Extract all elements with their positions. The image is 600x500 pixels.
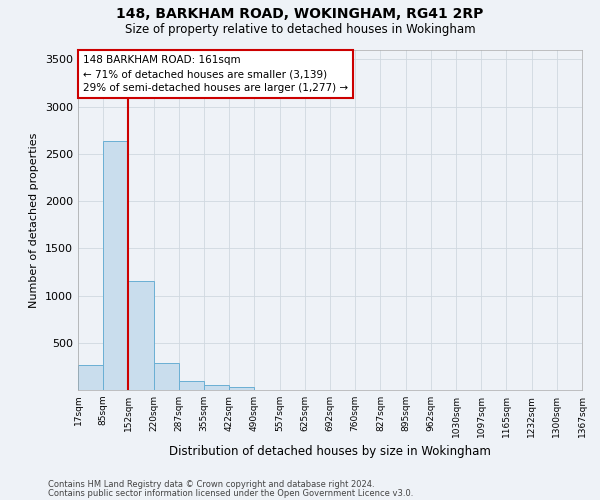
X-axis label: Distribution of detached houses by size in Wokingham: Distribution of detached houses by size …	[169, 446, 491, 458]
Y-axis label: Number of detached properties: Number of detached properties	[29, 132, 40, 308]
Text: Contains HM Land Registry data © Crown copyright and database right 2024.: Contains HM Land Registry data © Crown c…	[48, 480, 374, 489]
Bar	[128, 281, 154, 390]
Text: Contains public sector information licensed under the Open Government Licence v3: Contains public sector information licen…	[48, 488, 413, 498]
Bar	[179, 381, 204, 390]
Bar	[103, 140, 128, 390]
Text: 148, BARKHAM ROAD, WOKINGHAM, RG41 2RP: 148, BARKHAM ROAD, WOKINGHAM, RG41 2RP	[116, 8, 484, 22]
Bar	[78, 364, 103, 390]
Bar	[204, 386, 229, 390]
Bar	[229, 386, 254, 390]
Text: Size of property relative to detached houses in Wokingham: Size of property relative to detached ho…	[125, 22, 475, 36]
Text: 148 BARKHAM ROAD: 161sqm
← 71% of detached houses are smaller (3,139)
29% of sem: 148 BARKHAM ROAD: 161sqm ← 71% of detach…	[83, 55, 348, 93]
Bar	[154, 363, 179, 390]
